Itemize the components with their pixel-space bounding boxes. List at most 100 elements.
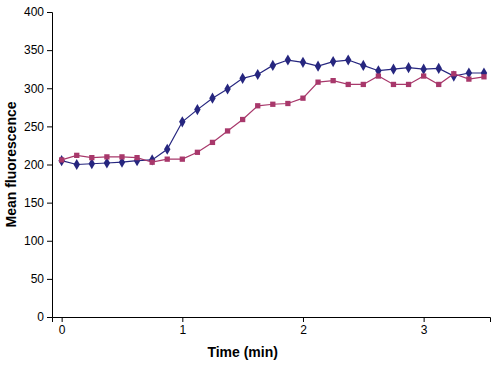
marker — [361, 82, 366, 87]
plot-area: 0 1 2 3 0 50 100 150 200 250 300 350 400 — [24, 5, 491, 336]
y-axis-title: Mean fluorescence — [3, 101, 19, 227]
y-axis: 0 50 100 150 200 250 300 350 400 — [24, 5, 53, 324]
marker — [195, 150, 200, 155]
tick-mark — [47, 317, 52, 318]
marker — [74, 159, 80, 170]
tick-mark — [424, 317, 425, 322]
marker — [420, 64, 426, 75]
marker — [150, 160, 155, 165]
marker — [315, 61, 321, 72]
marker — [390, 64, 396, 75]
tick-label: 150 — [24, 196, 44, 210]
marker — [436, 82, 441, 87]
tick-label: 0 — [37, 310, 44, 324]
marker — [270, 102, 275, 107]
x-axis: 0 1 2 3 — [53, 317, 491, 337]
marker — [345, 54, 351, 65]
marker — [435, 63, 441, 74]
series-group — [58, 54, 487, 170]
tick-label: 400 — [24, 5, 44, 19]
tick: 200 — [24, 158, 52, 172]
tick-label: 3 — [421, 323, 428, 337]
tick-label: 300 — [24, 82, 44, 96]
marker — [209, 93, 215, 104]
x-axis-title: Time (min) — [207, 344, 278, 360]
tick: 0 — [59, 317, 66, 337]
marker — [270, 60, 276, 71]
marker — [74, 153, 79, 158]
tick-mark — [303, 317, 304, 322]
series-line — [62, 74, 484, 162]
tick: 1 — [179, 317, 186, 337]
marker — [330, 78, 335, 83]
tick-mark — [47, 279, 52, 280]
tick-label: 350 — [24, 43, 44, 57]
marker — [179, 116, 185, 127]
tick-mark — [182, 317, 183, 322]
marker — [285, 101, 290, 106]
tick: 350 — [24, 43, 52, 57]
marker — [165, 157, 170, 162]
tick-mark — [47, 165, 52, 166]
marker — [239, 73, 245, 84]
marker — [300, 57, 306, 68]
tick: 2 — [300, 317, 307, 337]
marker — [406, 82, 411, 87]
tick-mark — [47, 50, 52, 51]
marker — [300, 96, 305, 101]
marker — [391, 82, 396, 87]
tick: 300 — [24, 82, 52, 96]
marker — [210, 140, 215, 145]
tick-label: 250 — [24, 120, 44, 134]
marker — [134, 155, 139, 160]
marker — [164, 144, 170, 155]
marker — [224, 83, 230, 94]
marker — [481, 74, 486, 79]
marker — [149, 154, 155, 165]
marker — [451, 71, 456, 76]
tick: 50 — [31, 272, 52, 286]
marker — [59, 157, 64, 162]
tick-label: 2 — [300, 323, 307, 337]
marker — [104, 154, 109, 159]
marker — [58, 155, 64, 166]
marker — [255, 103, 260, 108]
marker — [315, 80, 320, 85]
series-line — [62, 60, 484, 164]
marker — [119, 154, 124, 159]
marker — [405, 62, 411, 73]
tick-label: 50 — [31, 272, 45, 286]
marker — [134, 155, 140, 166]
tick-mark — [47, 12, 52, 13]
marker — [466, 76, 471, 81]
tick-label: 0 — [59, 323, 66, 337]
marker — [89, 155, 94, 160]
marker — [360, 60, 366, 71]
tick-mark — [47, 241, 52, 242]
marker — [285, 54, 291, 65]
tick: 400 — [24, 5, 52, 19]
marker — [255, 69, 261, 80]
tick-mark — [47, 88, 52, 89]
tick-mark — [47, 203, 52, 204]
marker — [481, 67, 487, 78]
marker — [451, 70, 457, 81]
chart: 0 1 2 3 0 50 100 150 200 250 300 350 400 Time (min) Me… — [0, 0, 500, 369]
axis-line — [53, 318, 491, 323]
tick: 250 — [24, 120, 52, 134]
marker — [194, 104, 200, 115]
marker — [346, 82, 351, 87]
tick: 3 — [421, 317, 428, 337]
marker — [376, 73, 381, 78]
tick: 150 — [24, 196, 52, 210]
marker — [180, 157, 185, 162]
marker — [225, 128, 230, 133]
marker — [330, 56, 336, 67]
tick-mark — [62, 317, 63, 322]
tick-label: 100 — [24, 234, 44, 248]
tick: 100 — [24, 234, 52, 248]
tick: 0 — [37, 310, 52, 324]
tick-label: 200 — [24, 158, 44, 172]
axis-line — [47, 13, 53, 318]
marker — [421, 73, 426, 78]
